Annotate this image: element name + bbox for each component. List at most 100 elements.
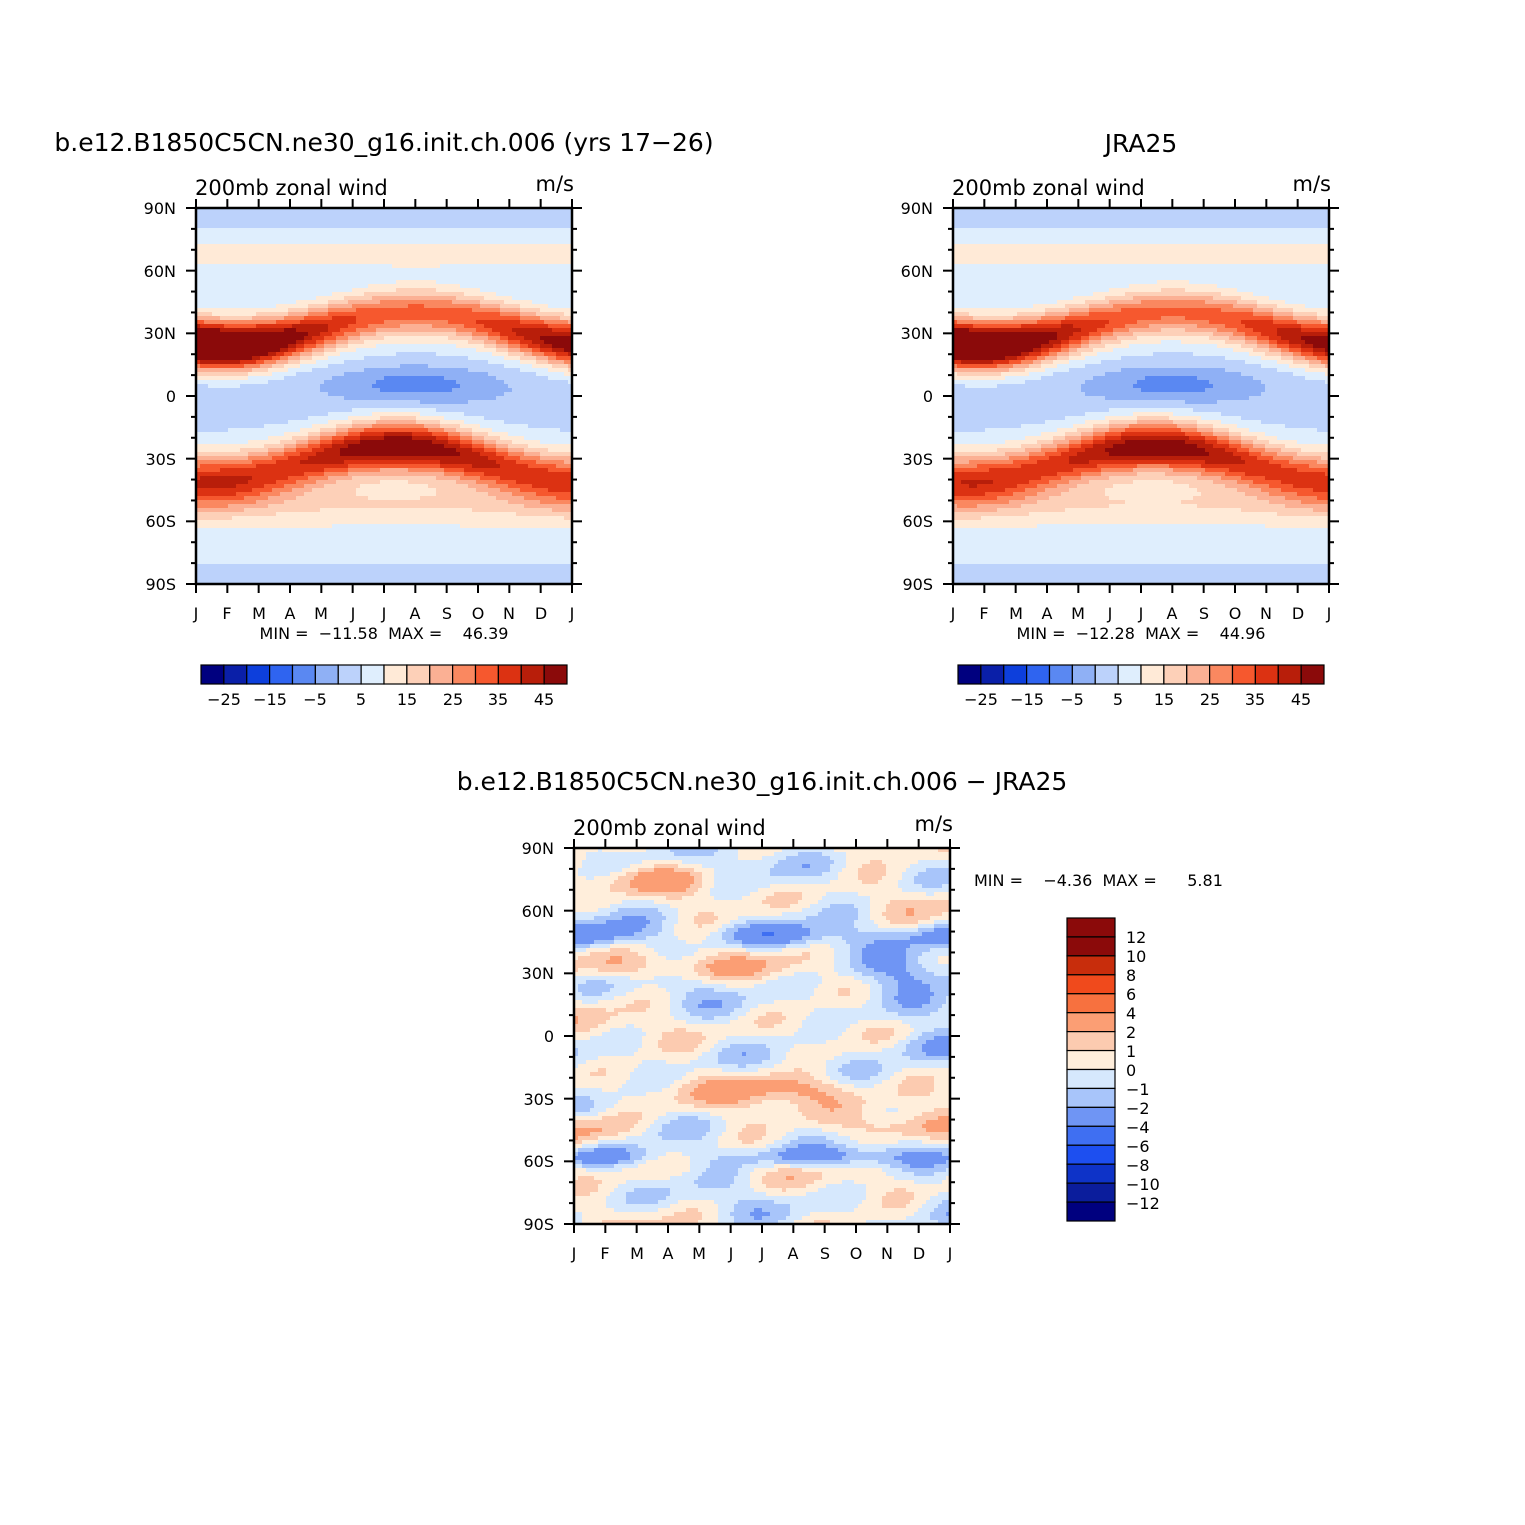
field-cell — [468, 256, 473, 261]
field-cell — [204, 404, 209, 409]
field-cell — [248, 324, 253, 329]
field-cell — [424, 220, 429, 225]
field-cell — [428, 220, 433, 225]
field-cell — [384, 272, 389, 277]
field-cell — [540, 360, 545, 365]
field-cell — [488, 356, 493, 361]
field-cell — [240, 332, 245, 337]
field-cell — [288, 264, 293, 269]
field-cell — [468, 408, 473, 413]
field-cell — [204, 280, 209, 285]
field-cell — [240, 364, 245, 369]
field-cell — [212, 300, 217, 305]
field-cell — [456, 292, 461, 297]
field-cell — [428, 352, 433, 357]
field-cell — [464, 404, 469, 409]
field-cell — [236, 324, 241, 329]
field-cell — [488, 216, 493, 221]
field-cell — [376, 244, 381, 249]
field-cell — [264, 364, 269, 369]
field-cell — [524, 356, 529, 361]
field-cell — [372, 344, 377, 349]
field-cell — [508, 320, 513, 325]
field-cell — [476, 384, 481, 389]
field-cell — [324, 332, 329, 337]
field-cell — [540, 272, 545, 277]
field-cell — [452, 320, 457, 325]
field-cell — [272, 284, 277, 289]
field-cell — [320, 328, 325, 333]
field-cell — [208, 264, 213, 269]
field-cell — [532, 404, 537, 409]
field-cell — [492, 320, 497, 325]
field-cell — [472, 336, 477, 341]
field-cell — [432, 212, 437, 217]
field-cell — [488, 388, 493, 393]
field-cell — [248, 232, 253, 237]
field-cell — [248, 244, 253, 249]
field-cell — [324, 272, 329, 277]
field-cell — [360, 352, 365, 357]
field-cell — [528, 356, 533, 361]
field-cell — [276, 220, 281, 225]
field-cell — [324, 236, 329, 241]
field-cell — [552, 372, 557, 377]
field-cell — [232, 416, 237, 421]
field-cell — [208, 244, 213, 249]
field-cell — [388, 376, 393, 381]
field-cell — [340, 276, 345, 281]
field-cell — [276, 316, 281, 321]
field-cell — [224, 276, 229, 281]
field-cell — [280, 388, 285, 393]
field-cell — [428, 400, 433, 405]
field-cell — [292, 316, 297, 321]
field-cell — [548, 276, 553, 281]
field-cell — [556, 228, 561, 233]
field-cell — [520, 412, 525, 417]
field-cell — [484, 396, 489, 401]
field-cell — [492, 272, 497, 277]
field-cell — [544, 276, 549, 281]
field-cell — [516, 384, 521, 389]
field-cell — [436, 292, 441, 297]
field-cell — [448, 412, 453, 417]
field-cell — [324, 352, 329, 357]
field-cell — [264, 220, 269, 225]
field-cell — [432, 336, 437, 341]
field-cell — [244, 376, 249, 381]
field-cell — [320, 300, 325, 305]
field-cell — [252, 312, 257, 317]
field-cell — [492, 412, 497, 417]
field-cell — [276, 268, 281, 273]
field-cell — [536, 300, 541, 305]
field-cell — [356, 392, 361, 397]
field-cell — [480, 236, 485, 241]
field-cell — [220, 392, 225, 397]
field-cell — [480, 220, 485, 225]
field-cell — [204, 380, 209, 385]
field-cell — [412, 336, 417, 341]
field-cell — [404, 336, 409, 341]
field-cell — [200, 328, 205, 333]
field-cell — [328, 228, 333, 233]
field-cell — [532, 380, 537, 385]
field-cell — [428, 324, 433, 329]
field-cell — [204, 408, 209, 413]
field-cell — [516, 400, 521, 405]
field-cell — [232, 280, 237, 285]
field-cell — [224, 356, 229, 361]
field-cell — [388, 336, 393, 341]
field-cell — [524, 376, 529, 381]
field-cell — [296, 416, 301, 421]
field-cell — [328, 380, 333, 385]
field-cell — [300, 264, 305, 269]
field-cell — [416, 348, 421, 353]
field-cell — [404, 232, 409, 237]
field-cell — [496, 240, 501, 245]
field-cell — [204, 400, 209, 405]
field-cell — [284, 380, 289, 385]
field-cell — [384, 384, 389, 389]
field-cell — [364, 348, 369, 353]
field-cell — [272, 340, 277, 345]
field-cell — [344, 248, 349, 253]
